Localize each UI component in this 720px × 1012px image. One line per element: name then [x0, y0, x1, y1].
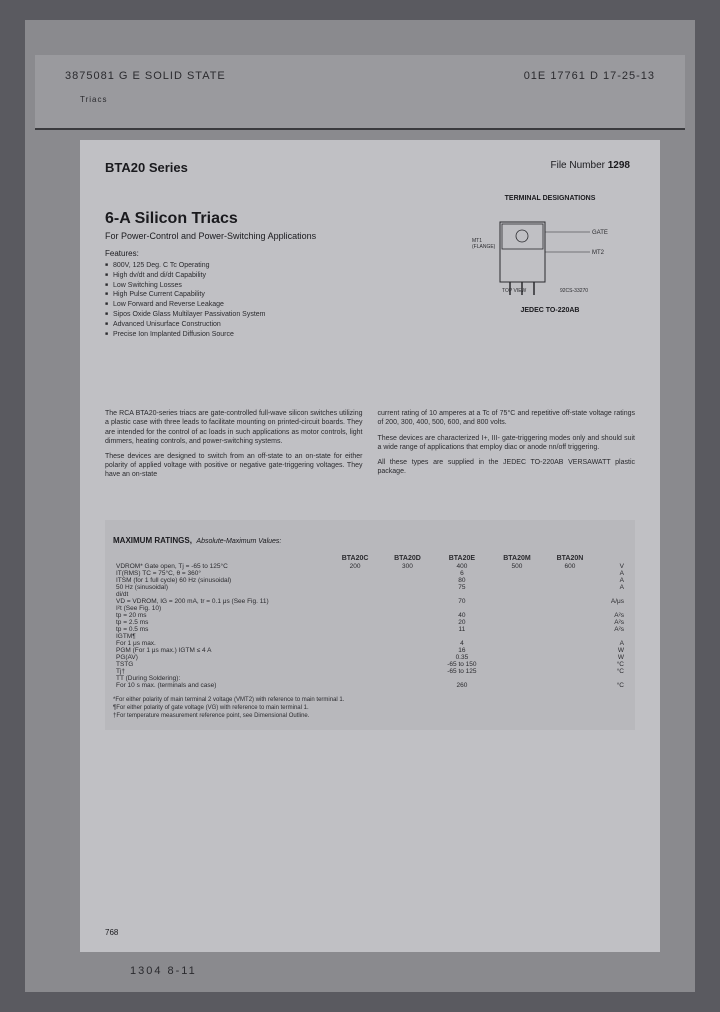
table-row: Tj†-65 to 125°C — [113, 668, 627, 675]
description-col-1: The RCA BTA20-series triacs are gate-con… — [105, 409, 363, 485]
table-row: TSTG-65 to 150°C — [113, 661, 627, 668]
feature-item: Advanced Unisurface Construction — [105, 320, 635, 330]
header-band: 3875081 G E SOLID STATE 01E 17761 D 17-2… — [35, 55, 685, 130]
svg-text:92CS-33270: 92CS-33270 — [560, 288, 588, 294]
table-row: For 1 μs max.4A — [113, 640, 627, 647]
footnote-line: †For temperature measurement reference p… — [113, 713, 627, 721]
table-row: di/dt — [113, 591, 627, 598]
ratings-footnotes: *For either polarity of main terminal 2 … — [113, 697, 627, 720]
datasheet-page: BTA20 Series File Number 1298 6-A Silico… — [80, 140, 660, 952]
header-band-sub: Triacs — [80, 95, 107, 104]
description-col-2: current rating of 10 amperes at a Tc of … — [378, 409, 636, 485]
table-row: PGM (For 1 μs max.) IGTM ≤ 4 A16W — [113, 647, 627, 654]
table-row: ITSM (for 1 full cycle) 60 Hz (sinusoida… — [113, 577, 627, 584]
header-band-left: 3875081 G E SOLID STATE — [65, 70, 226, 82]
ratings-subtitle: Absolute-Maximum Values: — [196, 538, 281, 545]
table-row: PG(AV)0.35W — [113, 654, 627, 661]
svg-text:(FLANGE): (FLANGE) — [472, 244, 496, 250]
file-number: File Number 1298 — [551, 160, 631, 171]
table-row: tp = 20 ms40A²s — [113, 612, 627, 619]
description-columns: The RCA BTA20-series triacs are gate-con… — [105, 409, 635, 485]
table-row: tp = 0.5 ms11A²s — [113, 626, 627, 633]
bottom-code: 1304 8-11 — [130, 965, 197, 977]
page-number: 768 — [105, 928, 118, 937]
table-row: For 10 s max. (terminals and case)260°C — [113, 682, 627, 689]
table-row: I²t (See Fig. 10) — [113, 605, 627, 612]
table-row: IGTM¶ — [113, 633, 627, 640]
footnote-line: *For either polarity of main terminal 2 … — [113, 697, 627, 705]
table-row: tp = 2.5 ms20A²s — [113, 619, 627, 626]
table-row: VD = VDROM, IG = 200 mA, tr = 0.1 μs (Se… — [113, 598, 627, 605]
svg-text:MT2: MT2 — [592, 250, 605, 256]
svg-text:GATE: GATE — [592, 230, 608, 236]
table-row: TT (During Soldering): — [113, 675, 627, 682]
feature-item: Precise Ion Implanted Diffusion Source — [105, 330, 635, 340]
header-band-right: 01E 17761 D 17-25-13 — [524, 70, 655, 82]
package-diagram: TERMINAL DESIGNATIONS GATE MT2 MT1 (FLAN… — [470, 195, 630, 314]
jedec-label: JEDEC TO-220AB — [470, 307, 630, 314]
table-row: IT(RMS) TC = 75°C, θ = 360°6A — [113, 570, 627, 577]
terminal-designations-label: TERMINAL DESIGNATIONS — [470, 195, 630, 202]
to220-package-icon: GATE MT2 MT1 (FLANGE) TOP VIEW 92CS-3327… — [470, 207, 630, 297]
table-row: 50 Hz (sinusoidal)75A — [113, 584, 627, 591]
table-row: VDROM* Gate open, Tj = -65 to 125°C20030… — [113, 563, 627, 570]
ratings-table: BTA20CBTA20DBTA20EBTA20MBTA20NVDROM* Gat… — [113, 554, 627, 689]
footnote-line: ¶For either polarity of gate voltage (VG… — [113, 705, 627, 713]
maximum-ratings-block: MAXIMUM RATINGS, Absolute-Maximum Values… — [105, 520, 635, 730]
svg-text:TOP VIEW: TOP VIEW — [502, 288, 527, 294]
ratings-title: MAXIMUM RATINGS, — [113, 536, 192, 545]
